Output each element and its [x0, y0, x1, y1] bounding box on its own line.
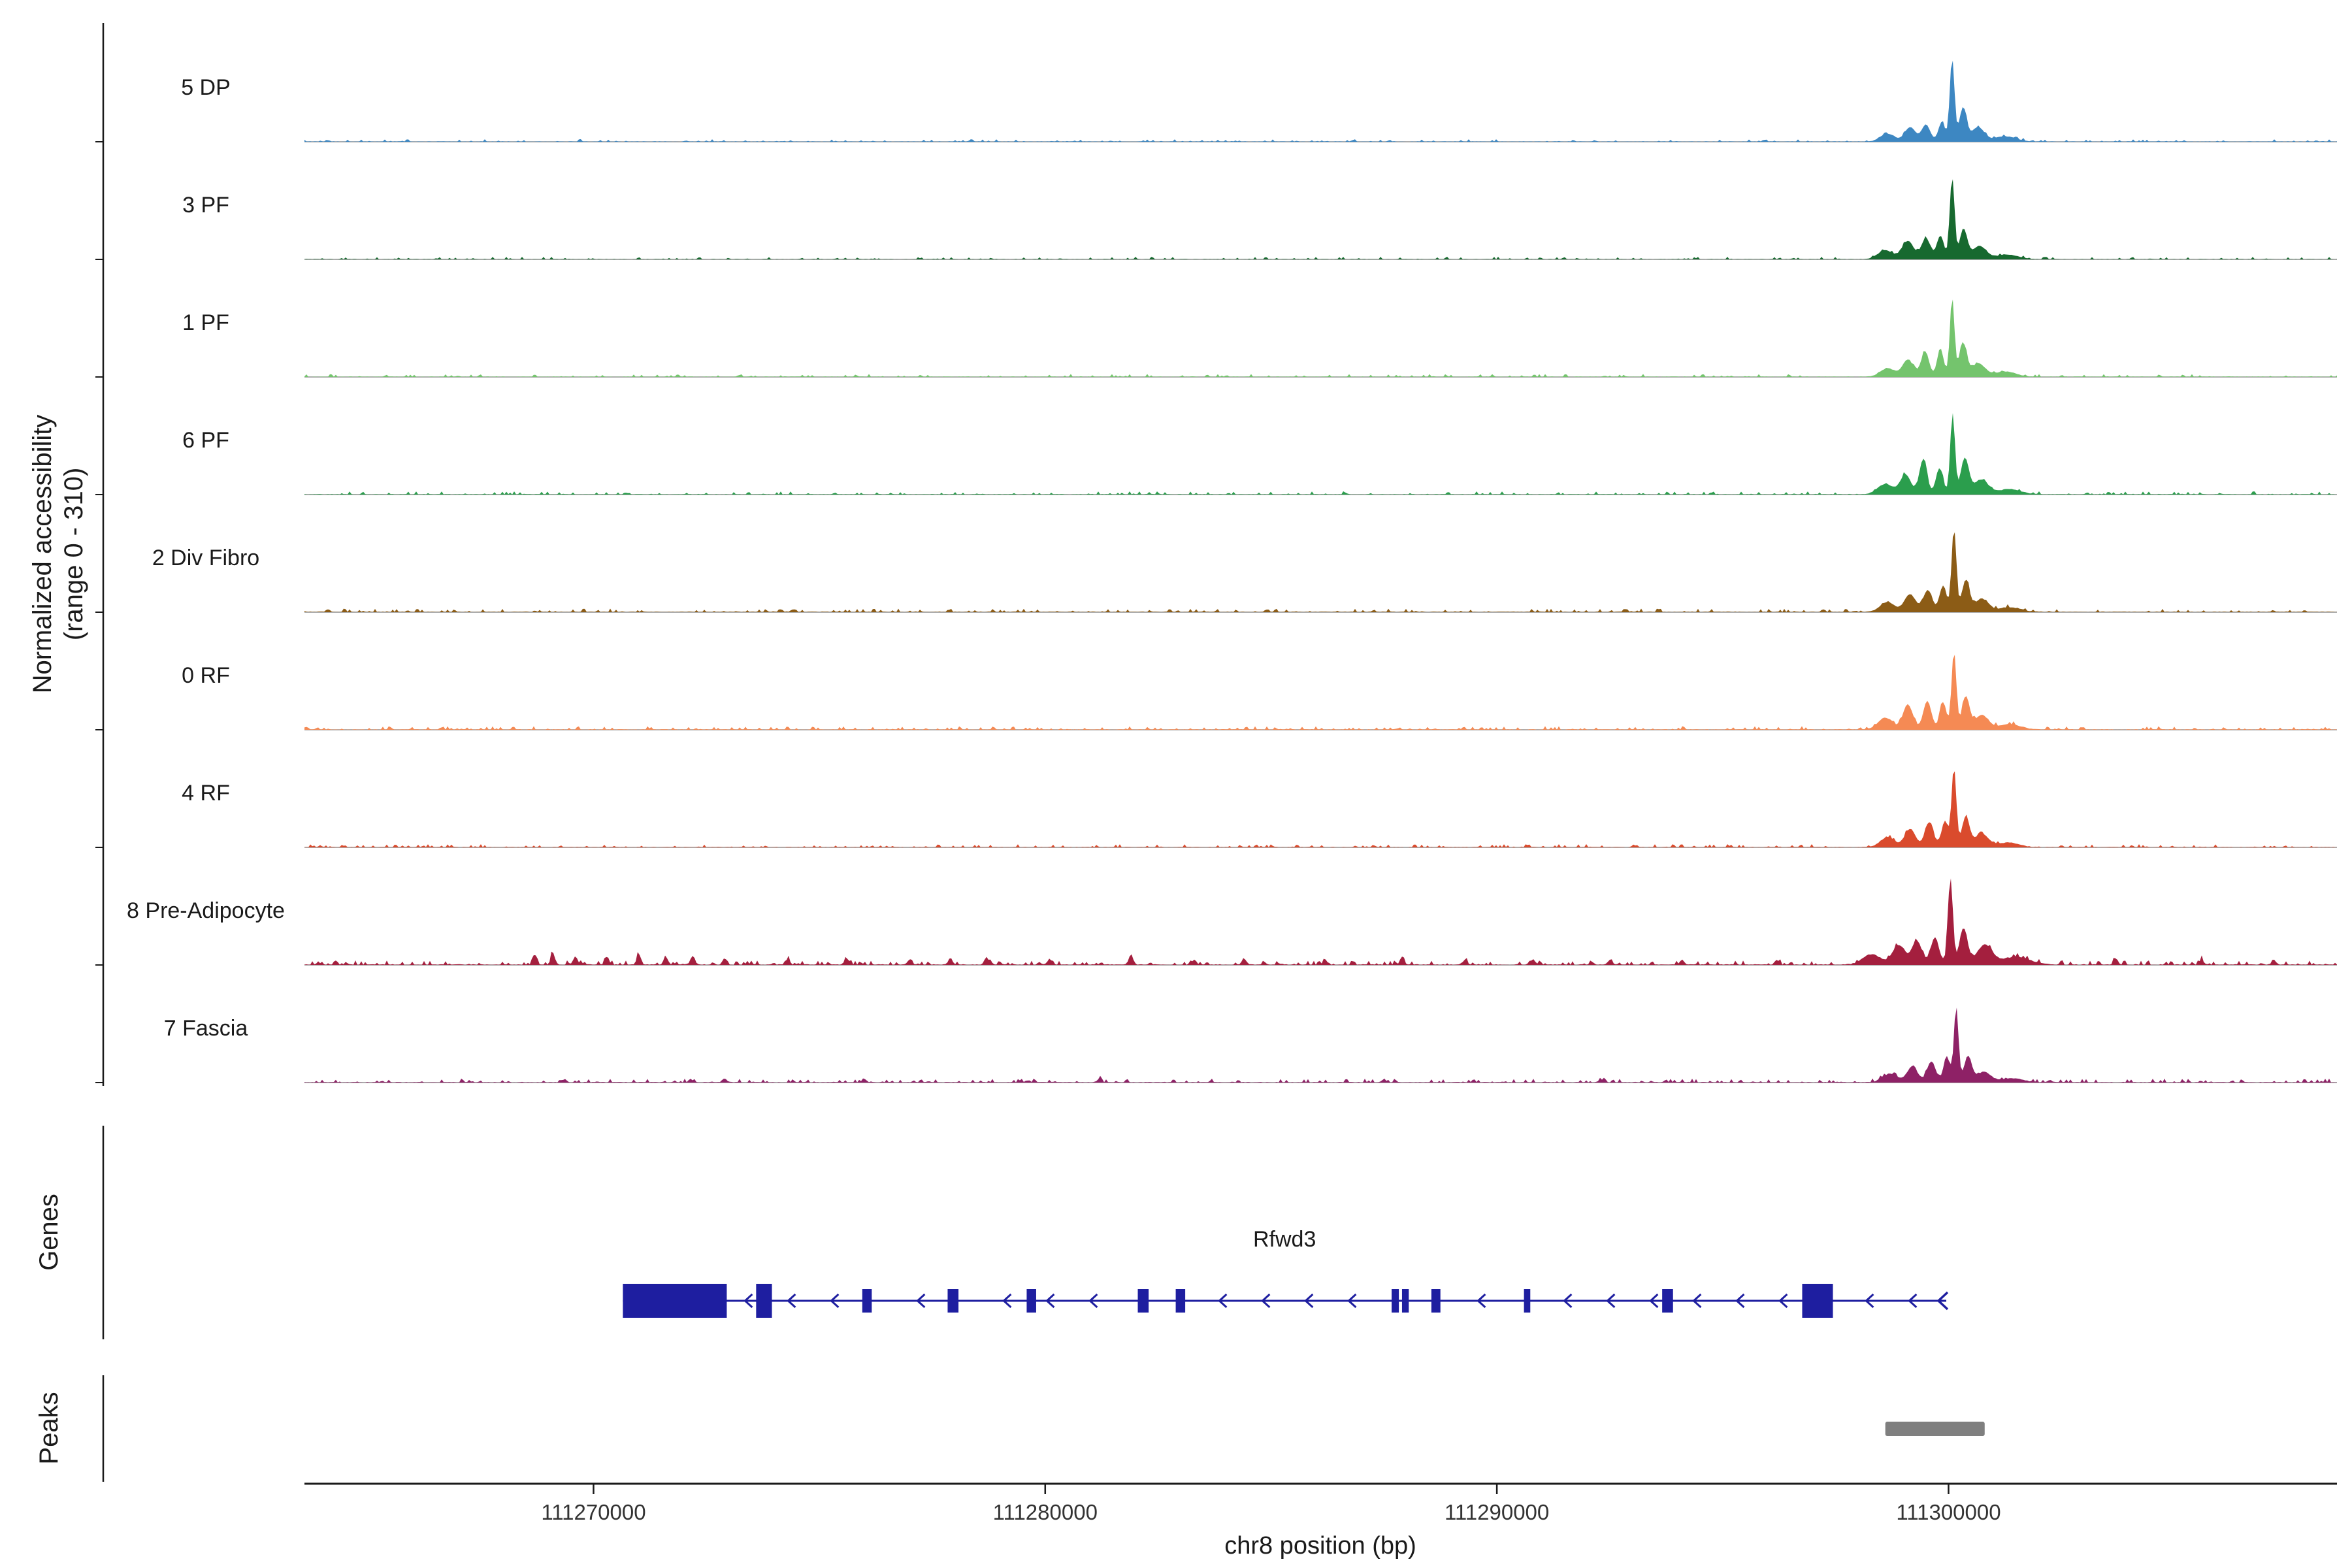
strand-arrow-icon: [1477, 1293, 1486, 1309]
peaks-panel-label: Peaks: [35, 1392, 63, 1464]
strand-arrow-icon: [1218, 1293, 1228, 1309]
peak-bar: [1885, 1422, 1985, 1436]
gene-exon: [1401, 1289, 1409, 1313]
gene-exon: [1802, 1284, 1833, 1318]
accessibility-track-0: 5 DP: [95, 60, 2337, 142]
accessibility-track-3: 6 PF: [95, 413, 2337, 495]
gene-name-label: Rfwd3: [1253, 1227, 1316, 1252]
accessibility-track-6: 4 RF: [95, 771, 2337, 848]
strand-arrow-icon: [1045, 1293, 1055, 1309]
strand-arrow-icon: [1088, 1293, 1098, 1309]
accessibility-track-5: 0 RF: [95, 655, 2337, 730]
track-label: 6 PF: [182, 428, 229, 453]
gene-exon: [1026, 1289, 1036, 1313]
strand-arrow-icon: [1908, 1293, 1918, 1309]
strand-arrow-icon: [1002, 1293, 1012, 1309]
strand-arrow-icon: [830, 1293, 840, 1309]
strand-arrow-icon: [916, 1293, 926, 1309]
y-axis-label-line2: (range 0 - 310): [59, 468, 88, 641]
x-tick-label: 111290000: [1445, 1500, 1549, 1524]
gene-exon: [1431, 1289, 1441, 1313]
x-axis-title: chr8 position (bp): [1224, 1532, 1416, 1560]
gene-exon: [1662, 1289, 1673, 1313]
gene-exon: [1137, 1289, 1149, 1313]
strand-arrow-icon: [1778, 1293, 1788, 1309]
gene-end-arrow-icon: [1936, 1291, 1949, 1311]
track-label: 8 Pre-Adipocyte: [127, 898, 285, 923]
genes-panel-label: Genes: [35, 1194, 63, 1271]
gene-exon: [623, 1284, 727, 1318]
peaks-layer: [1885, 1422, 1985, 1436]
track-label: 5 DP: [181, 75, 231, 100]
accessibility-track-2: 1 PF: [95, 299, 2337, 378]
y-axis-label-line1: Normalized accessibility: [28, 415, 57, 694]
strand-arrow-icon: [1347, 1293, 1357, 1309]
accessibility-tracks-layer: 5 DP 3 PF 1 PF 6 PF 2 Div Fibro 0 RF 4 RF 8 Pre…: [95, 60, 2337, 1083]
track-label: 2 Div Fibro: [152, 546, 259, 570]
accessibility-track-7: 8 Pre-Adipocyte: [95, 878, 2337, 966]
x-tick-label: 111270000: [541, 1500, 645, 1524]
gene-exon: [1175, 1289, 1186, 1313]
strand-arrow-icon: [1563, 1293, 1573, 1309]
strand-arrow-icon: [1304, 1293, 1314, 1309]
strand-arrow-icon: [787, 1293, 796, 1309]
gene-exon: [1392, 1289, 1399, 1313]
x-axis-layer: 111270000 111280000 111290000 111300000: [541, 1484, 2001, 1524]
gene-exon: [862, 1289, 872, 1313]
accessibility-track-8: 7 Fascia: [95, 1007, 2337, 1083]
track-label: 4 RF: [182, 781, 230, 806]
track-label: 3 PF: [182, 193, 229, 218]
strand-arrow-icon: [1606, 1293, 1616, 1309]
strand-arrow-icon: [1649, 1293, 1659, 1309]
accessibility-track-4: 2 Div Fibro: [95, 532, 2337, 613]
strand-arrow-icon: [1261, 1293, 1271, 1309]
strand-arrow-icon: [1692, 1293, 1702, 1309]
track-label: 1 PF: [182, 310, 229, 335]
strand-arrow-icon: [743, 1293, 753, 1309]
track-label: 7 Fascia: [164, 1016, 248, 1041]
genes-layer: Rfwd3: [623, 1227, 1949, 1318]
strand-arrow-icon: [1865, 1293, 1874, 1309]
gene-exon: [756, 1284, 772, 1318]
track-label: 0 RF: [182, 663, 230, 688]
gene-exon: [1524, 1289, 1531, 1313]
gene-model-rfwd3: Rfwd3: [623, 1227, 1949, 1318]
strand-arrow-icon: [1735, 1293, 1745, 1309]
x-tick-label: 111280000: [993, 1500, 1098, 1524]
x-tick-label: 111300000: [1896, 1500, 2001, 1524]
gene-exon: [947, 1289, 959, 1313]
accessibility-track-1: 3 PF: [95, 179, 2337, 260]
